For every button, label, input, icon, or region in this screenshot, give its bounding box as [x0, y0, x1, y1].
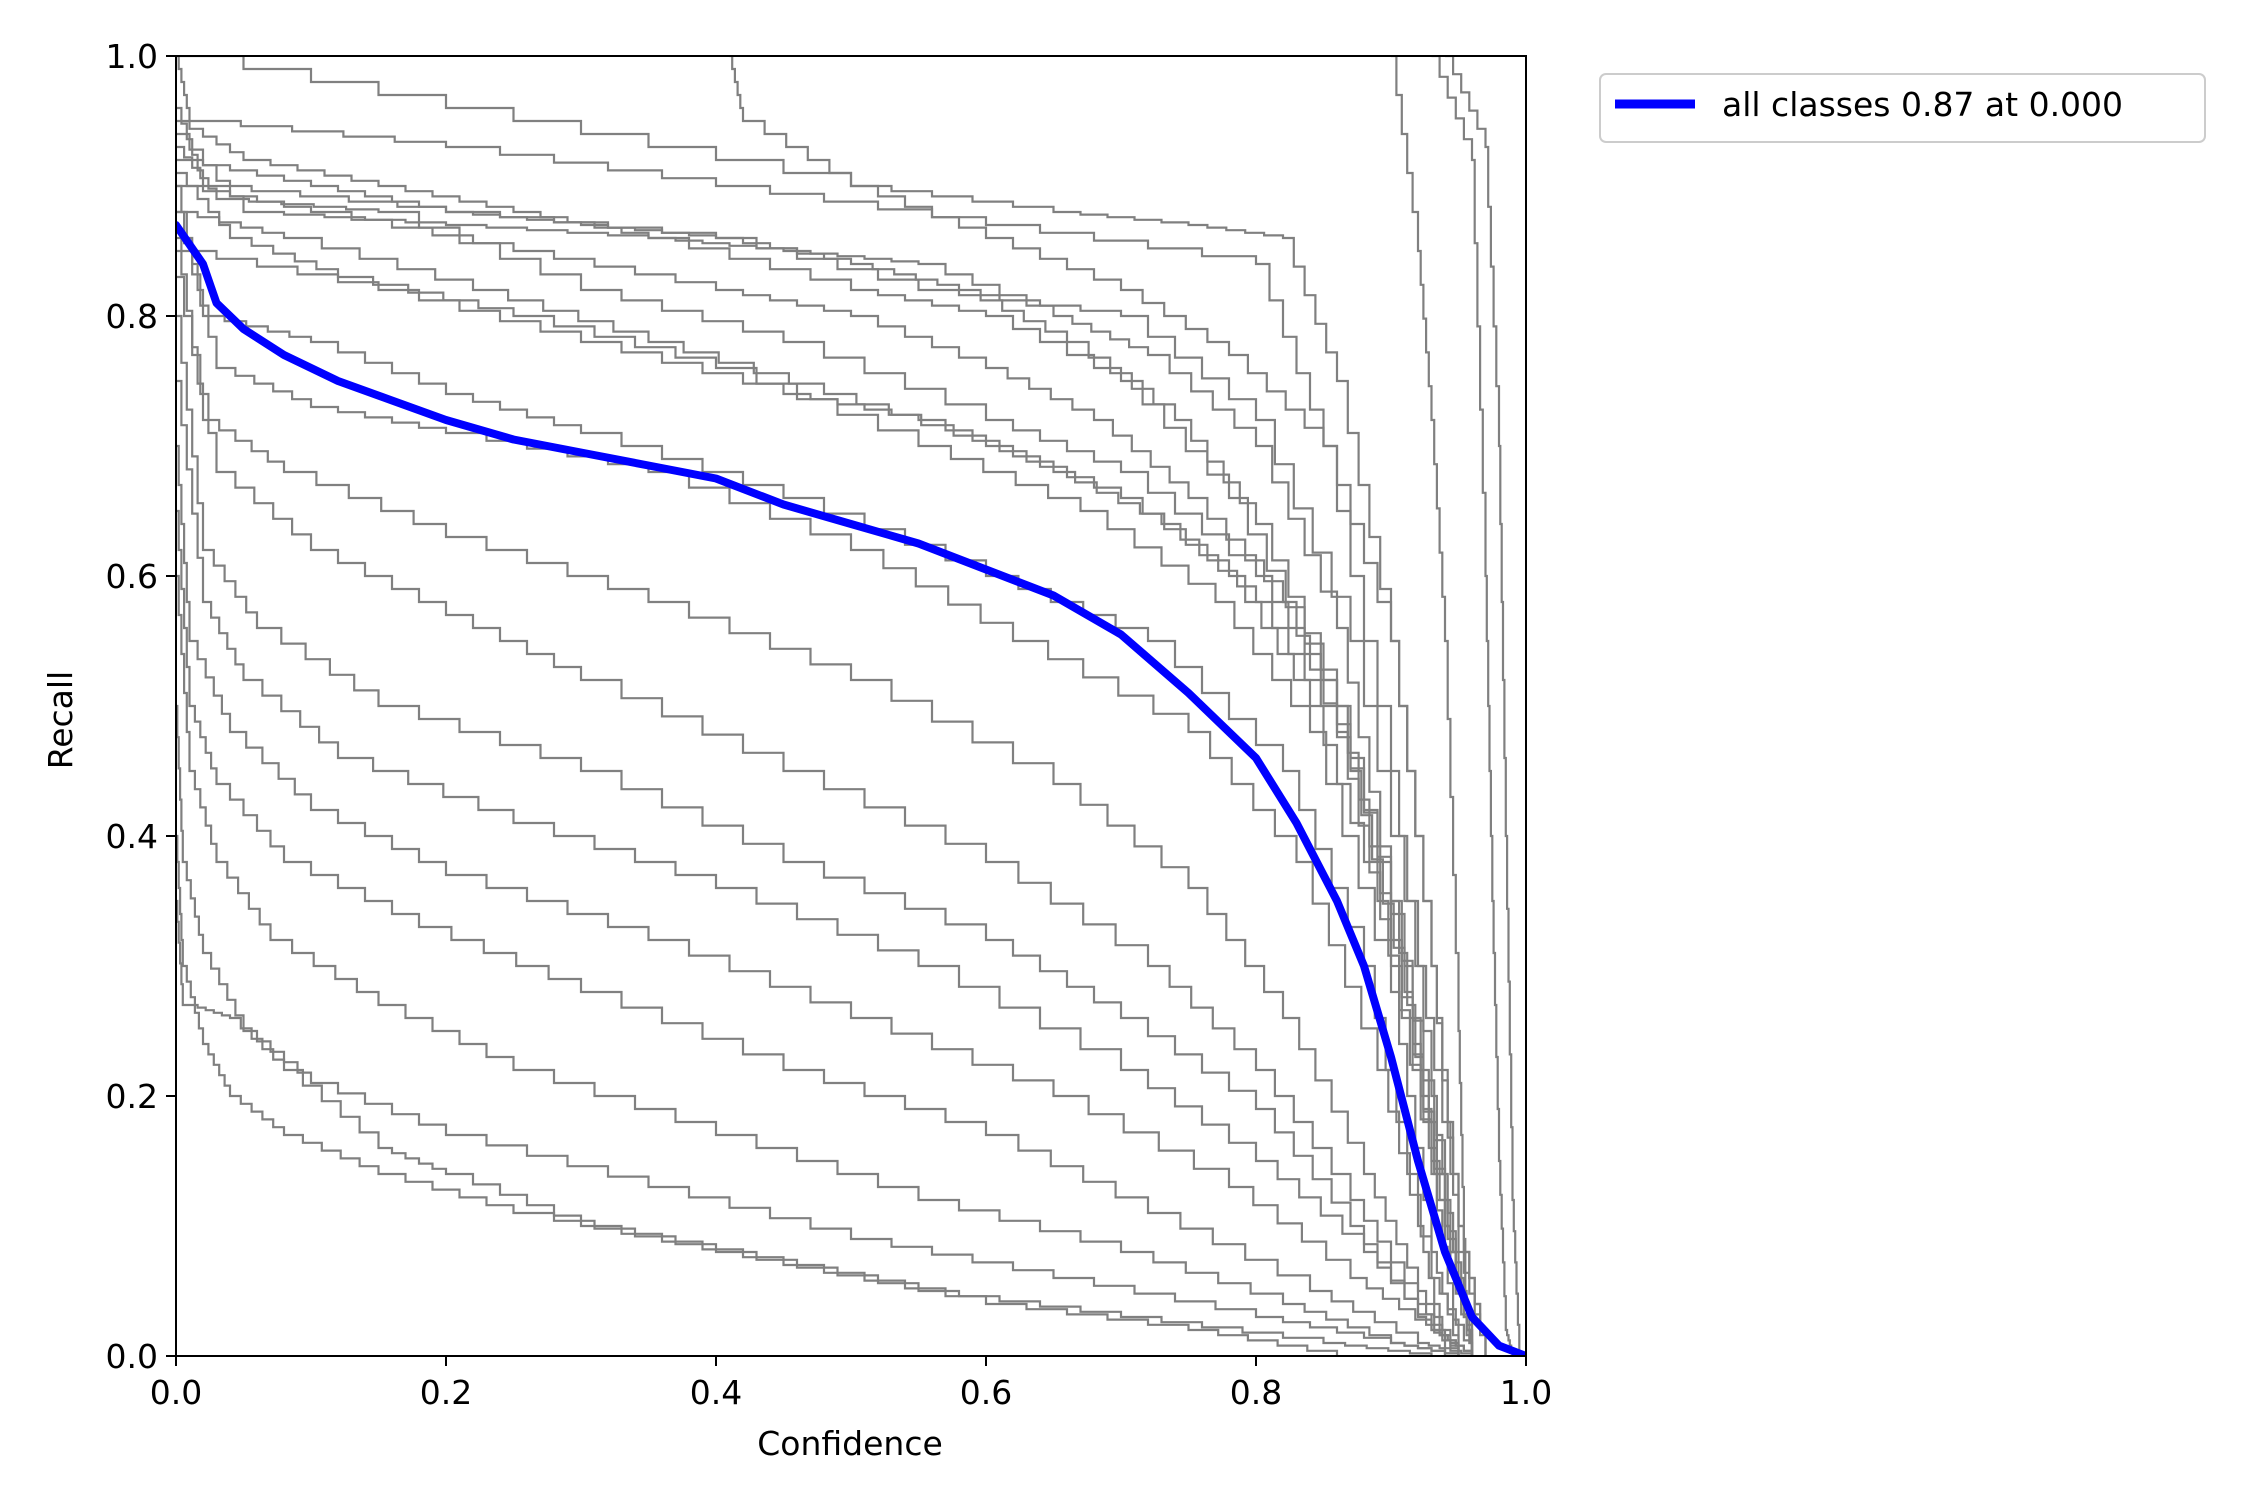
- series-layer: [176, 56, 1526, 1356]
- legend-label-all-classes: all classes 0.87 at 0.000: [1722, 85, 2123, 124]
- class-curve-24: [729, 56, 1487, 1356]
- x-tick-label: 1.0: [1500, 1373, 1552, 1412]
- class-curve-12: [176, 444, 1474, 1356]
- y-tick-label: 0.6: [106, 557, 158, 596]
- class-curve-20: [176, 184, 1474, 1356]
- x-tick-label: 0.8: [1230, 1373, 1282, 1412]
- class-curve-2: [176, 106, 1487, 1356]
- legend: all classes 0.87 at 0.000: [1599, 73, 2206, 143]
- class-curve-1: [176, 56, 1474, 1356]
- x-tick-label: 0.4: [690, 1373, 742, 1412]
- class-curve-27: [1445, 56, 1521, 1356]
- class-curve-18: [176, 119, 1474, 1356]
- y-tick-label: 1.0: [106, 37, 158, 76]
- plot-area: [176, 56, 1526, 1356]
- x-tick-label: 0.6: [960, 1373, 1012, 1412]
- class-curve-13: [176, 509, 1474, 1356]
- y-tick-label: 0.4: [106, 817, 158, 856]
- class-curve-22: [176, 249, 1474, 1356]
- class-curve-17: [176, 899, 1339, 1356]
- y-tick-label: 0.2: [106, 1077, 158, 1116]
- y-axis-label: Recall: [41, 671, 80, 769]
- class-curve-16: [176, 834, 1433, 1356]
- legend-box: [1599, 73, 2206, 143]
- x-tick-label: 0.0: [150, 1373, 202, 1412]
- y-tick-label: 0.8: [106, 297, 158, 336]
- class-curve-14: [176, 574, 1460, 1356]
- class-curve-9: [176, 275, 1460, 1356]
- class-curve-26: [1431, 56, 1514, 1356]
- class-curve-8: [176, 236, 1460, 1356]
- plot-frame: [175, 55, 1527, 1357]
- class-curve-7: [176, 210, 1474, 1356]
- x-tick-label: 0.2: [420, 1373, 472, 1412]
- class-curve-21: [176, 210, 1460, 1356]
- class-curve-5: [176, 171, 1460, 1356]
- y-tick-label: 0.0: [106, 1337, 158, 1376]
- axes-layer: 0.0 0.2 0.4 0.6 0.8 1.0 0.0 0.2 0.4 0.6 0.8 1.0: [106, 37, 1553, 1412]
- x-axis-label: Confidence: [757, 1424, 943, 1463]
- class-curve-15: [176, 704, 1460, 1356]
- all-classes-curve: [176, 221, 1526, 1356]
- class-curve-11: [176, 379, 1474, 1356]
